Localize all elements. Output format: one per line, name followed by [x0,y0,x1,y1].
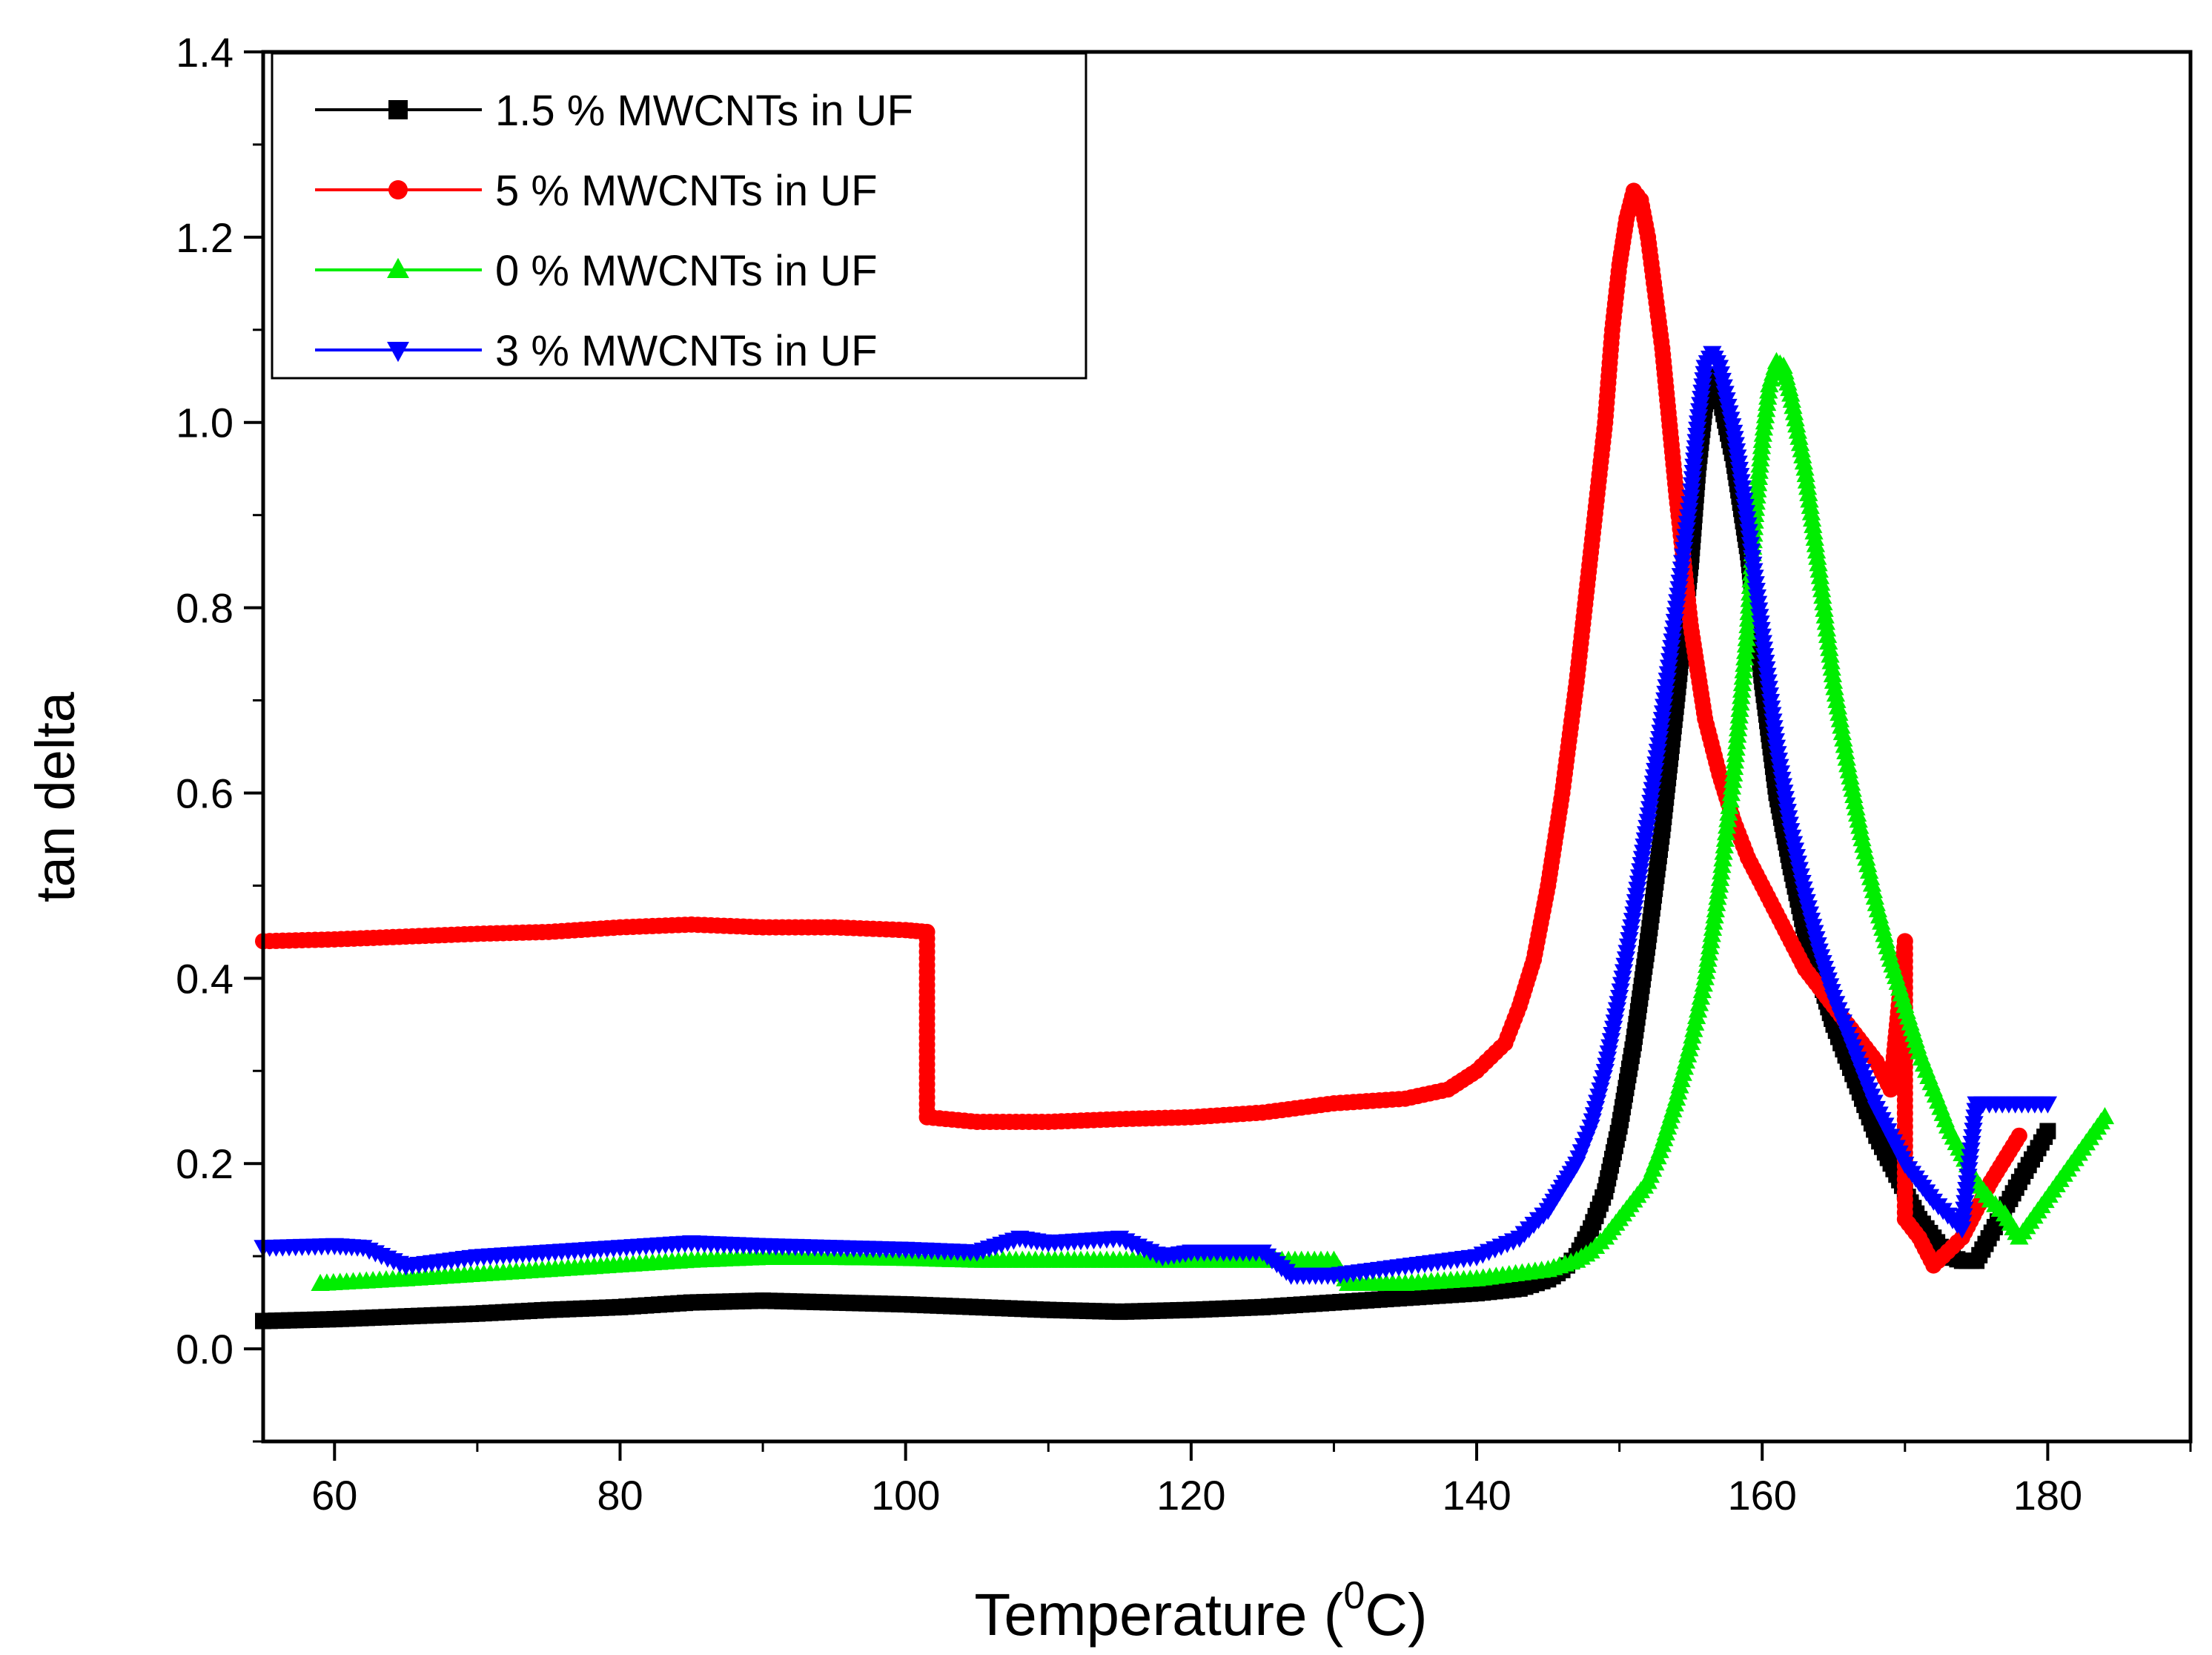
legend-label: 0 % MWCNTs in UF [495,247,878,295]
data-point [2010,1127,2027,1144]
legend-marker [388,100,408,119]
y-tick-label: 1.0 [176,400,234,446]
plot-frame [261,50,2193,1444]
legend-marker [387,341,409,363]
x-axis-title-superscript: 0 [1343,1574,1365,1617]
y-tick-label: 1.4 [176,29,234,76]
series-0-mwcnts-in-uf [311,351,2115,1291]
legend-marker [387,257,409,279]
y-tick-label: 0.8 [176,585,234,632]
series-1-5-mwcnts-in-uf [255,368,2056,1329]
y-tick-label: 0.6 [176,770,234,816]
data-point [2095,1106,2115,1125]
legend-entry-5-mwcnts-in-uf: 5 % MWCNTs in UF [315,167,878,215]
legend-entry-0-mwcnts-in-uf: 0 % MWCNTs in UF [315,247,878,295]
x-tick-label: 160 [1728,1472,1797,1519]
series-layer [254,182,2115,1329]
ticks-layer: 60 80 100 120 140 160 180 0.0 0.2 0.4 0.6 0.8 1.0 1.2… [176,29,2192,1519]
y-tick-label: 0.4 [176,955,234,1002]
data-point [2039,1123,2056,1140]
y-tick-label: 0.2 [176,1140,234,1187]
x-axis-title-main: Temperature ( [974,1582,1343,1648]
x-axis-title: Temperature (0C) [974,1574,1427,1648]
y-tick-label: 1.2 [176,214,234,261]
legend-label: 1.5 % MWCNTs in UF [495,87,913,135]
series-3-mwcnts-in-uf [254,346,2058,1285]
x-tick-label: 140 [1442,1472,1511,1519]
legend-marker [388,180,408,199]
legend-label: 5 % MWCNTs in UF [495,167,878,215]
series-line-0-mwcnts-in-uf [319,360,2106,1286]
x-tick-label: 60 [311,1472,357,1519]
x-tick-label: 80 [597,1472,643,1519]
legend: 1.5 % MWCNTs in UF 5 % MWCNTs in UF 0 % MW… [271,52,1087,380]
x-tick-label: 120 [1156,1472,1225,1519]
legend-label: 3 % MWCNTs in UF [495,327,878,375]
x-tick-label: 180 [2013,1472,2082,1519]
data-point [2038,1096,2058,1114]
y-axis-title: tan delta [24,691,86,902]
legend-entry-1-5-mwcnts-in-uf: 1.5 % MWCNTs in UF [315,87,913,135]
legend-entry-3-mwcnts-in-uf: 3 % MWCNTs in UF [315,327,878,375]
x-axis-title-suffix: C) [1365,1582,1427,1648]
x-tick-label: 100 [871,1472,940,1519]
y-tick-label: 0.0 [176,1326,234,1372]
